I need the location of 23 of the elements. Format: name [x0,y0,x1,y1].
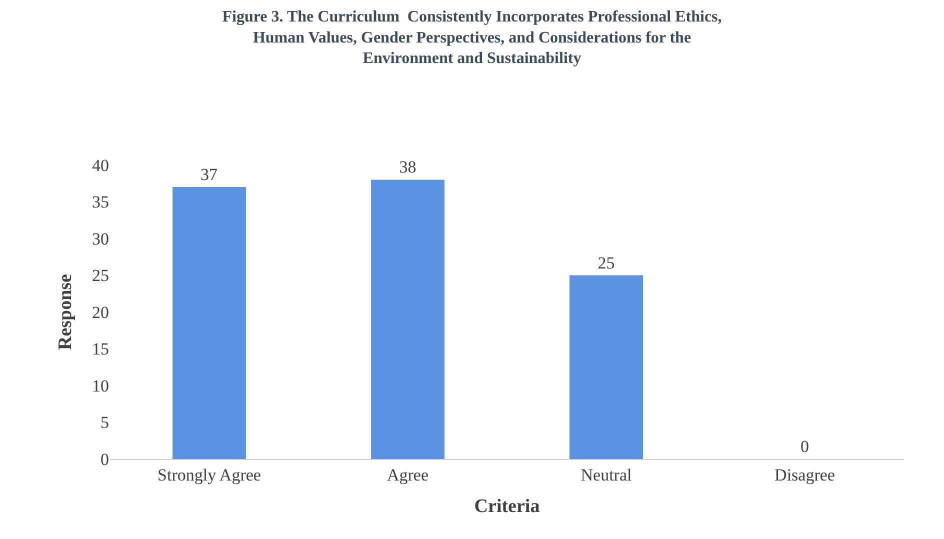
bar [172,187,246,459]
data-label: 0 [800,437,809,456]
x-axis-title: Criteria [474,496,540,518]
bar [371,180,444,459]
y-tick-label: 20 [92,302,109,322]
x-tick-label: Strongly Agree [158,465,261,484]
data-label: 38 [399,158,416,177]
x-tick-label: Neutral [580,465,632,484]
data-label: 25 [598,253,615,272]
y-tick-label: 35 [92,192,109,212]
y-tick-label: 40 [92,156,109,175]
chart-title: Figure 3. The Curriculum Consistently Incorporates Professional Ethics, Human Values, Gender Perspectives, and Considerations for the Environment and Sustainability [222,8,722,68]
x-tick-label: Agree [386,465,429,484]
y-tick-label: 25 [92,266,109,286]
y-axis-title: Response [54,274,76,350]
y-tick-label: 10 [92,376,109,396]
data-label: 37 [200,165,218,184]
y-tick-label: 30 [92,229,109,248]
bar [570,275,643,459]
y-tick-label: 15 [92,340,109,359]
x-tick-label: Disagree [774,465,835,484]
y-tick-label: 0 [100,450,109,469]
y-tick-label: 5 [100,413,109,432]
